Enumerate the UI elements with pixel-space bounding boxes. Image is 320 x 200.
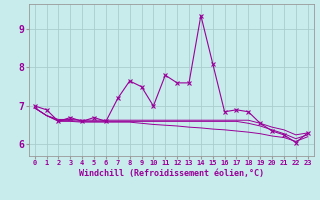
X-axis label: Windchill (Refroidissement éolien,°C): Windchill (Refroidissement éolien,°C) bbox=[79, 169, 264, 178]
